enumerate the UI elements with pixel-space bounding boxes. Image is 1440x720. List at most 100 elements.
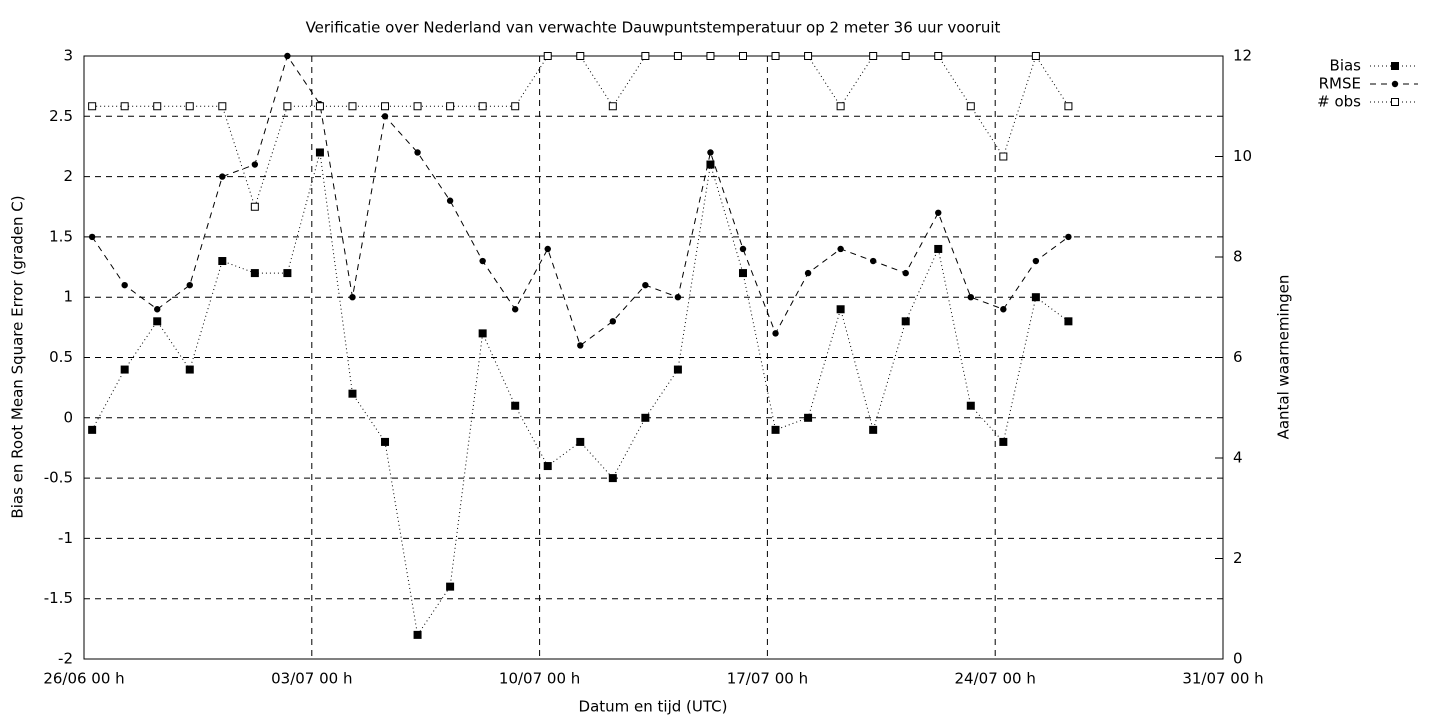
point — [576, 52, 585, 60]
legend-marker — [1391, 98, 1399, 106]
point — [673, 365, 682, 374]
point — [608, 474, 617, 483]
point — [869, 52, 878, 60]
point — [413, 630, 422, 639]
point — [283, 102, 292, 111]
point — [218, 257, 227, 266]
y2-tick-label: 2 — [1233, 549, 1243, 567]
point — [966, 102, 975, 111]
point — [1000, 306, 1007, 313]
point — [381, 113, 389, 120]
legend-label: # obs — [1317, 93, 1361, 111]
point — [88, 102, 97, 111]
point — [1032, 257, 1040, 265]
point — [414, 149, 421, 156]
point — [902, 269, 909, 277]
point — [576, 437, 585, 446]
point — [511, 401, 520, 410]
point — [673, 52, 682, 60]
y-tick-label: 0 — [63, 408, 73, 426]
legend-label: RMSE — [1319, 75, 1361, 93]
point — [185, 102, 194, 111]
point — [479, 257, 486, 265]
x-tick-label: 26/06 00 h — [43, 670, 124, 688]
point — [381, 102, 390, 111]
point — [1065, 233, 1072, 241]
point — [999, 437, 1008, 446]
point — [250, 202, 259, 211]
point — [836, 305, 845, 314]
point — [837, 245, 844, 253]
point — [153, 102, 162, 111]
x-tick-label: 10/07 00 h — [499, 670, 580, 688]
point — [706, 52, 715, 60]
point — [250, 269, 259, 278]
legend-label: Bias — [1330, 57, 1362, 75]
x-tick-label: 24/07 00 h — [955, 670, 1036, 688]
point — [478, 329, 487, 338]
legend-marker — [1391, 80, 1399, 88]
point — [544, 245, 551, 253]
point — [738, 52, 747, 60]
point — [901, 317, 910, 326]
y-tick-label: 3 — [63, 47, 73, 65]
point — [836, 102, 845, 111]
point — [511, 306, 519, 313]
point — [901, 52, 910, 60]
point — [218, 102, 227, 111]
series-line — [92, 54, 1069, 209]
point — [543, 462, 552, 471]
x-tick-label: 03/07 00 h — [271, 670, 352, 688]
point — [999, 152, 1008, 161]
point — [446, 197, 454, 204]
point — [154, 306, 161, 313]
point — [413, 102, 422, 111]
point — [478, 102, 487, 111]
point — [251, 161, 259, 168]
y2-tick-label: 10 — [1233, 147, 1252, 165]
point — [642, 281, 649, 289]
point — [934, 244, 943, 253]
point — [153, 317, 162, 326]
y2-tick-label: 6 — [1233, 348, 1243, 366]
point — [315, 102, 324, 111]
x-axis-label: Datum en tijd (UTC) — [579, 698, 728, 716]
y2-tick-label: 4 — [1233, 449, 1243, 467]
point — [934, 52, 943, 60]
series-line — [91, 54, 1069, 347]
point — [707, 149, 714, 156]
point — [1064, 317, 1073, 326]
point — [935, 209, 942, 216]
point — [543, 52, 552, 60]
y-tick-label: 1.5 — [49, 227, 73, 245]
point — [121, 281, 128, 289]
point — [771, 425, 780, 434]
point — [738, 269, 747, 278]
point — [284, 52, 291, 60]
point — [577, 342, 584, 349]
point — [609, 318, 617, 325]
point — [120, 102, 129, 111]
point — [966, 401, 975, 410]
point — [804, 269, 812, 277]
point — [739, 245, 747, 253]
y-tick-label: -1 — [58, 529, 73, 547]
point — [706, 160, 715, 169]
point — [608, 102, 617, 111]
point — [771, 52, 780, 60]
y-tick-label: -1.5 — [44, 589, 73, 607]
series-line — [91, 152, 1069, 637]
point — [283, 269, 292, 278]
point — [446, 582, 455, 591]
point — [1031, 52, 1040, 60]
point — [349, 294, 356, 301]
y2-tick-label: 0 — [1233, 650, 1243, 668]
y-tick-label: 0.5 — [49, 348, 73, 366]
point — [641, 52, 650, 60]
plot-frame — [83, 55, 1224, 660]
point — [1064, 102, 1073, 111]
point — [186, 281, 193, 289]
point — [967, 294, 974, 301]
point — [348, 389, 357, 398]
point — [446, 102, 455, 111]
